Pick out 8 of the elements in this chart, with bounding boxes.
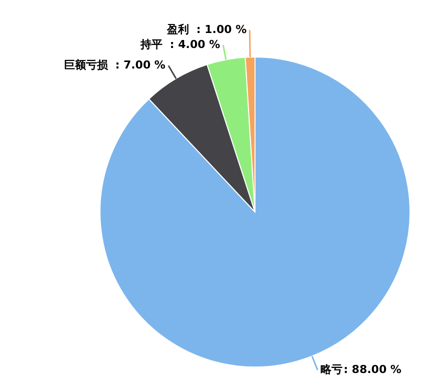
slice-label: 略亏 xyxy=(320,363,343,376)
data-label: : 1.00 % xyxy=(196,23,247,36)
slice-label: 盈利 xyxy=(166,23,190,36)
slice-label: 持平 xyxy=(140,38,163,52)
data-label: : 88.00 % xyxy=(344,363,402,376)
data-label: : 7.00 % xyxy=(115,58,166,72)
data-label: : 4.00 % xyxy=(170,38,220,52)
slice-label: 巨额亏损 xyxy=(64,58,109,72)
